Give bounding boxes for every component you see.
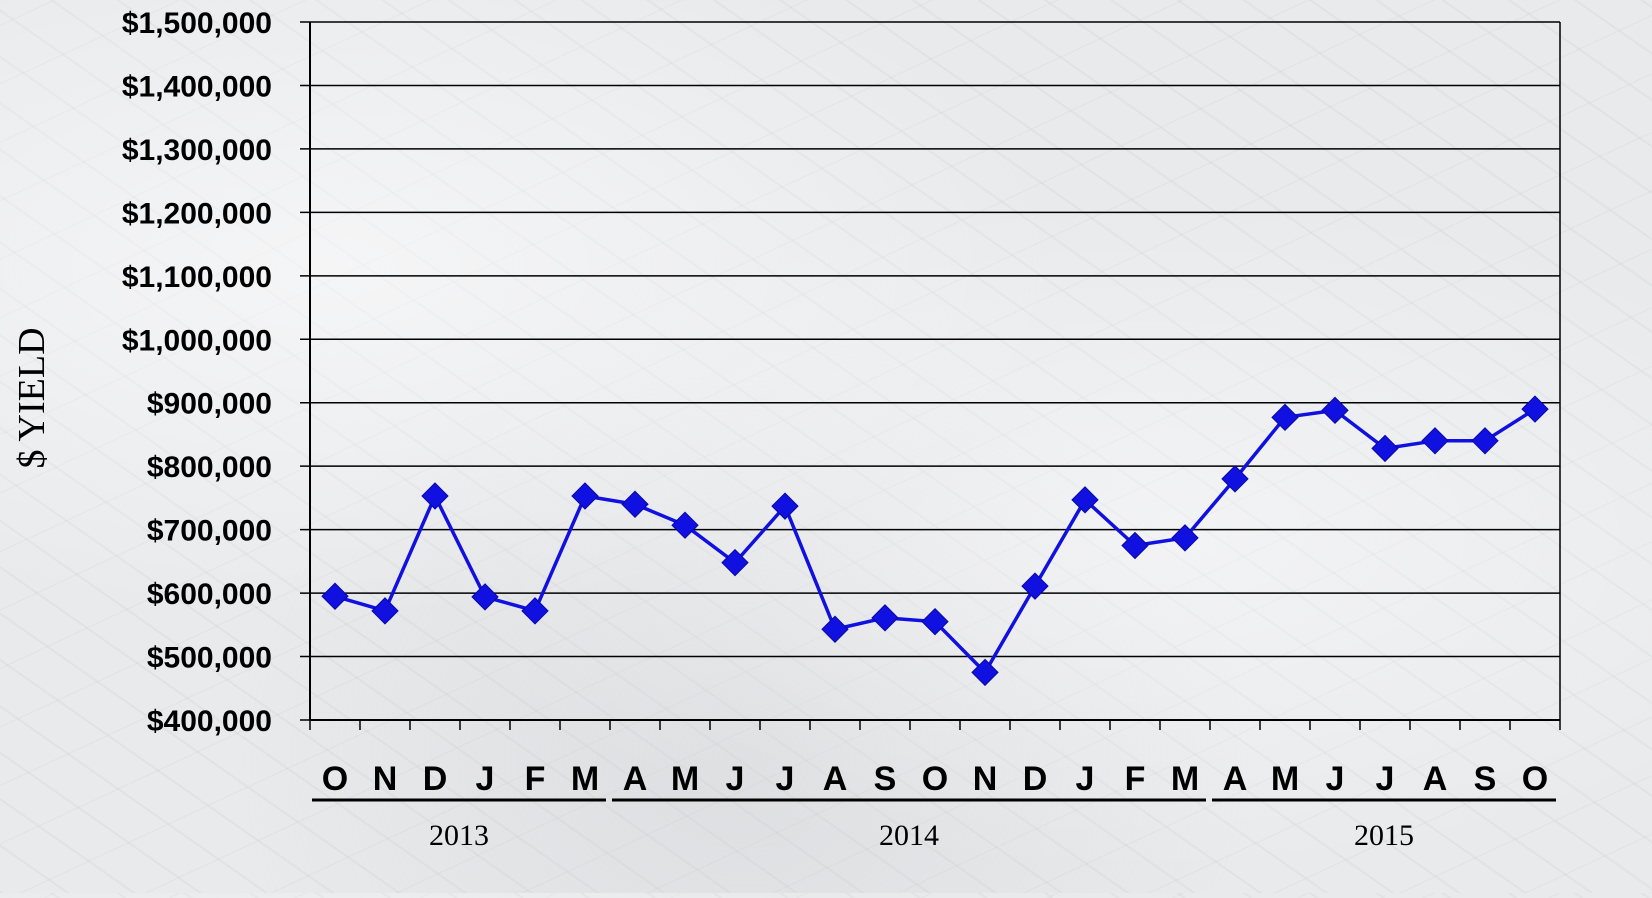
x-tick-label: F [525, 760, 546, 798]
y-tick-label: $1,300,000 [122, 134, 272, 167]
data-point-marker [471, 583, 499, 611]
data-point-marker [1471, 427, 1499, 455]
x-tick-label: O [922, 760, 948, 798]
x-tick-label: J [1076, 760, 1095, 798]
data-point-marker [1171, 524, 1199, 552]
x-tick-label: J [476, 760, 495, 798]
series [321, 395, 1549, 687]
x-tick-label: M [1171, 760, 1199, 798]
y-tick-label: $1,200,000 [122, 197, 272, 230]
y-tick-labels: $400,000 $500,000 $600,000 $700,000 $800,000… [122, 7, 272, 738]
data-point-marker [1021, 572, 1049, 600]
x-tick-label: A [1423, 760, 1448, 798]
y-tick-label: $1,000,000 [122, 324, 272, 357]
year-label: 2015 [1354, 819, 1414, 852]
x-tick-label: A [1223, 760, 1248, 798]
y-tick-label: $900,000 [147, 388, 272, 421]
data-point-marker [921, 607, 949, 636]
x-tick-label: A [623, 760, 648, 798]
axes [309, 22, 1561, 730]
data-point-marker [671, 511, 699, 539]
y-tick-label: $500,000 [147, 642, 272, 675]
data-point-marker [1071, 486, 1099, 514]
x-tick-label: N [973, 760, 998, 798]
data-point-marker [1421, 427, 1449, 455]
y-tick-label: $600,000 [147, 578, 272, 611]
x-tick-label: D [423, 760, 448, 798]
data-point-marker [421, 482, 449, 510]
data-point-marker [971, 658, 999, 687]
x-tick-label: A [823, 760, 848, 798]
x-tick-label: M [671, 760, 699, 798]
x-tick-label: J [776, 760, 795, 798]
data-point-marker [571, 482, 599, 510]
x-tick-label: J [1326, 760, 1345, 798]
year-label: 2014 [879, 819, 939, 852]
y-tick-label: $800,000 [147, 451, 272, 484]
year-groups: 2013 2014 2015 [312, 798, 1556, 852]
data-point-marker [1371, 434, 1399, 463]
data-point-marker [1521, 395, 1549, 423]
data-point-marker [1321, 396, 1349, 425]
data-point-marker [521, 597, 549, 625]
data-point-marker [1271, 403, 1299, 432]
data-point-marker [321, 582, 349, 610]
x-tick-label: M [1271, 760, 1299, 798]
y-axis-label: $ YIELD [11, 327, 53, 468]
data-point-marker [871, 604, 899, 632]
y-tick-label: $1,100,000 [122, 261, 272, 294]
data-point-marker [621, 490, 649, 518]
x-tick-label: O [322, 760, 348, 798]
x-tick-label: N [373, 760, 398, 798]
y-tick-label: $1,500,000 [122, 7, 272, 40]
x-tick-label: D [1023, 760, 1048, 798]
year-label: 2013 [429, 819, 489, 852]
data-point-marker [821, 615, 849, 643]
data-point-marker [721, 548, 749, 577]
y-tick-label: $700,000 [147, 515, 272, 548]
x-tick-label: O [1522, 760, 1548, 798]
data-point-marker [1221, 465, 1249, 493]
data-point-marker [371, 597, 399, 625]
data-point-marker [1121, 531, 1149, 560]
y-tick-label: $1,400,000 [122, 70, 272, 103]
y-tick-label: $400,000 [147, 705, 272, 738]
x-tick-label: F [1125, 760, 1146, 798]
x-tick-label: S [1474, 760, 1497, 798]
x-tick-label: J [1376, 760, 1395, 798]
x-tick-label: S [874, 760, 897, 798]
data-point-marker [771, 492, 799, 520]
gridlines [300, 21, 1560, 721]
x-tick-label: M [571, 760, 599, 798]
x-tick-label: J [726, 760, 745, 798]
